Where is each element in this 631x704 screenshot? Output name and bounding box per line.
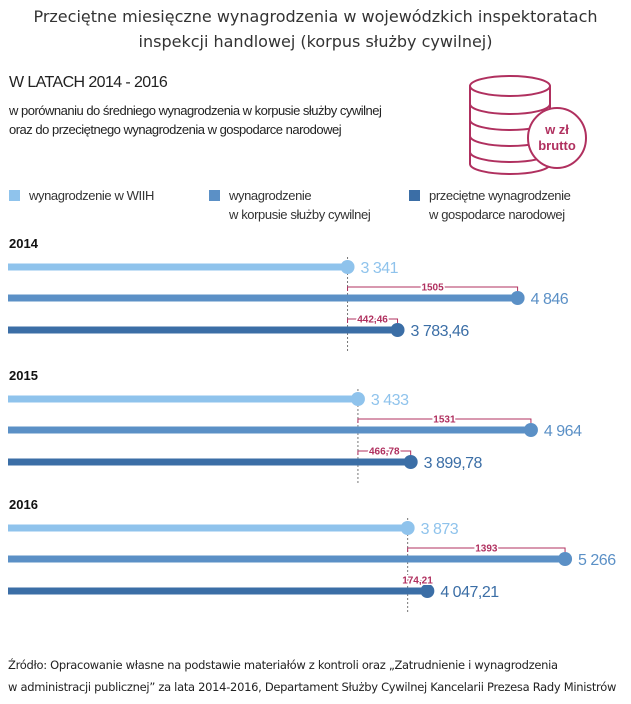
source-line-2: w administracji publicznej” za lata 2014…: [8, 680, 617, 694]
year-label: 2016: [9, 497, 38, 512]
chart-title: Przeciętne miesięczne wynagrodzenia w wo…: [0, 4, 631, 54]
bar: [8, 326, 398, 334]
year-label: 2014: [9, 236, 39, 251]
badge-line-2: brutto: [538, 138, 576, 153]
legend-label-line2: w gospodarce narodowej: [429, 207, 565, 222]
difference-bracket: [407, 547, 566, 552]
bar: [8, 555, 566, 563]
value-label: 4 964: [544, 423, 582, 440]
difference-bracket: [407, 579, 428, 584]
bar: [8, 395, 358, 403]
bar-end-dot: [558, 552, 573, 566]
bar-end-dot: [403, 455, 418, 469]
legend-label-line2: w korpusie służby cywilnej: [229, 207, 371, 222]
difference-label: 466,78: [369, 447, 400, 458]
bar: [8, 294, 518, 302]
value-label: 4 047,21: [440, 584, 499, 601]
value-label: 4 846: [531, 291, 569, 308]
legend-swatch: [9, 190, 20, 201]
legend-label: wynagrodzenie: [229, 188, 312, 203]
legend-label: przeciętne wynagrodzenie: [429, 188, 571, 203]
value-label: 5 266: [578, 552, 616, 569]
bar-end-dot: [350, 392, 365, 406]
bar: [8, 263, 348, 271]
bar-end-dot: [420, 584, 435, 598]
bars-area: 2014 3 341 4 846 1505 3 783,46 442,46 2015 3 43…: [8, 236, 617, 612]
year-label: 2015: [9, 368, 38, 383]
difference-bracket: [357, 450, 412, 455]
source-note: Źródło: Opracowanie własne na podstawie …: [8, 654, 616, 698]
value-label: 3 899,78: [424, 455, 483, 472]
bar-end-dot: [340, 260, 355, 274]
difference-bracket: [347, 318, 399, 323]
value-label: 3 433: [371, 392, 409, 409]
difference-bracket: [347, 286, 519, 291]
difference-label: 442,46: [357, 315, 388, 326]
bar: [8, 524, 408, 532]
legend-swatch: [209, 190, 220, 201]
description-line-1: w porównaniu do średniego wynagrodzenia …: [9, 103, 382, 118]
description: w porównaniu do średniego wynagrodzenia …: [9, 101, 382, 139]
badge-line-1: w zł: [544, 122, 569, 137]
bar-end-dot: [523, 423, 538, 437]
difference-label: 1531: [433, 415, 456, 426]
difference-label: 1505: [421, 283, 444, 294]
bar-end-dot: [390, 323, 405, 337]
value-label: 3 783,46: [411, 323, 470, 340]
value-label: 3 873: [421, 521, 459, 538]
legend-item-wiih: wynagrodzenie w WIIH: [9, 186, 154, 205]
bar: [8, 426, 531, 434]
legend-item-gospodarka: przeciętne wynagrodzenie w gospodarce nar…: [409, 186, 571, 224]
bar-end-dot: [400, 521, 415, 535]
difference-bracket: [357, 418, 532, 423]
title-line-1: Przeciętne miesięczne wynagrodzenia w wo…: [33, 7, 598, 26]
legend-swatch: [409, 190, 420, 201]
value-label: 3 341: [361, 260, 399, 277]
difference-label: 174,21: [402, 576, 433, 587]
bar: [8, 458, 411, 466]
title-line-2: inspekcji handlowej (korpus służby cywil…: [138, 32, 493, 51]
description-line-2: oraz do przeciętnego wynagrodzenia w gos…: [9, 122, 342, 137]
coin-stack-icon: [469, 75, 587, 175]
source-line-1: Źródło: Opracowanie własne na podstawie …: [8, 658, 558, 672]
difference-label: 1393: [475, 544, 498, 555]
legend-label: wynagrodzenie w WIIH: [29, 188, 154, 203]
bar: [8, 587, 428, 595]
legend-item-korpus: wynagrodzenie w korpusie służby cywilnej: [209, 186, 371, 224]
subtitle: W LATACH 2014 - 2016: [9, 74, 168, 91]
bar-end-dot: [510, 291, 525, 305]
